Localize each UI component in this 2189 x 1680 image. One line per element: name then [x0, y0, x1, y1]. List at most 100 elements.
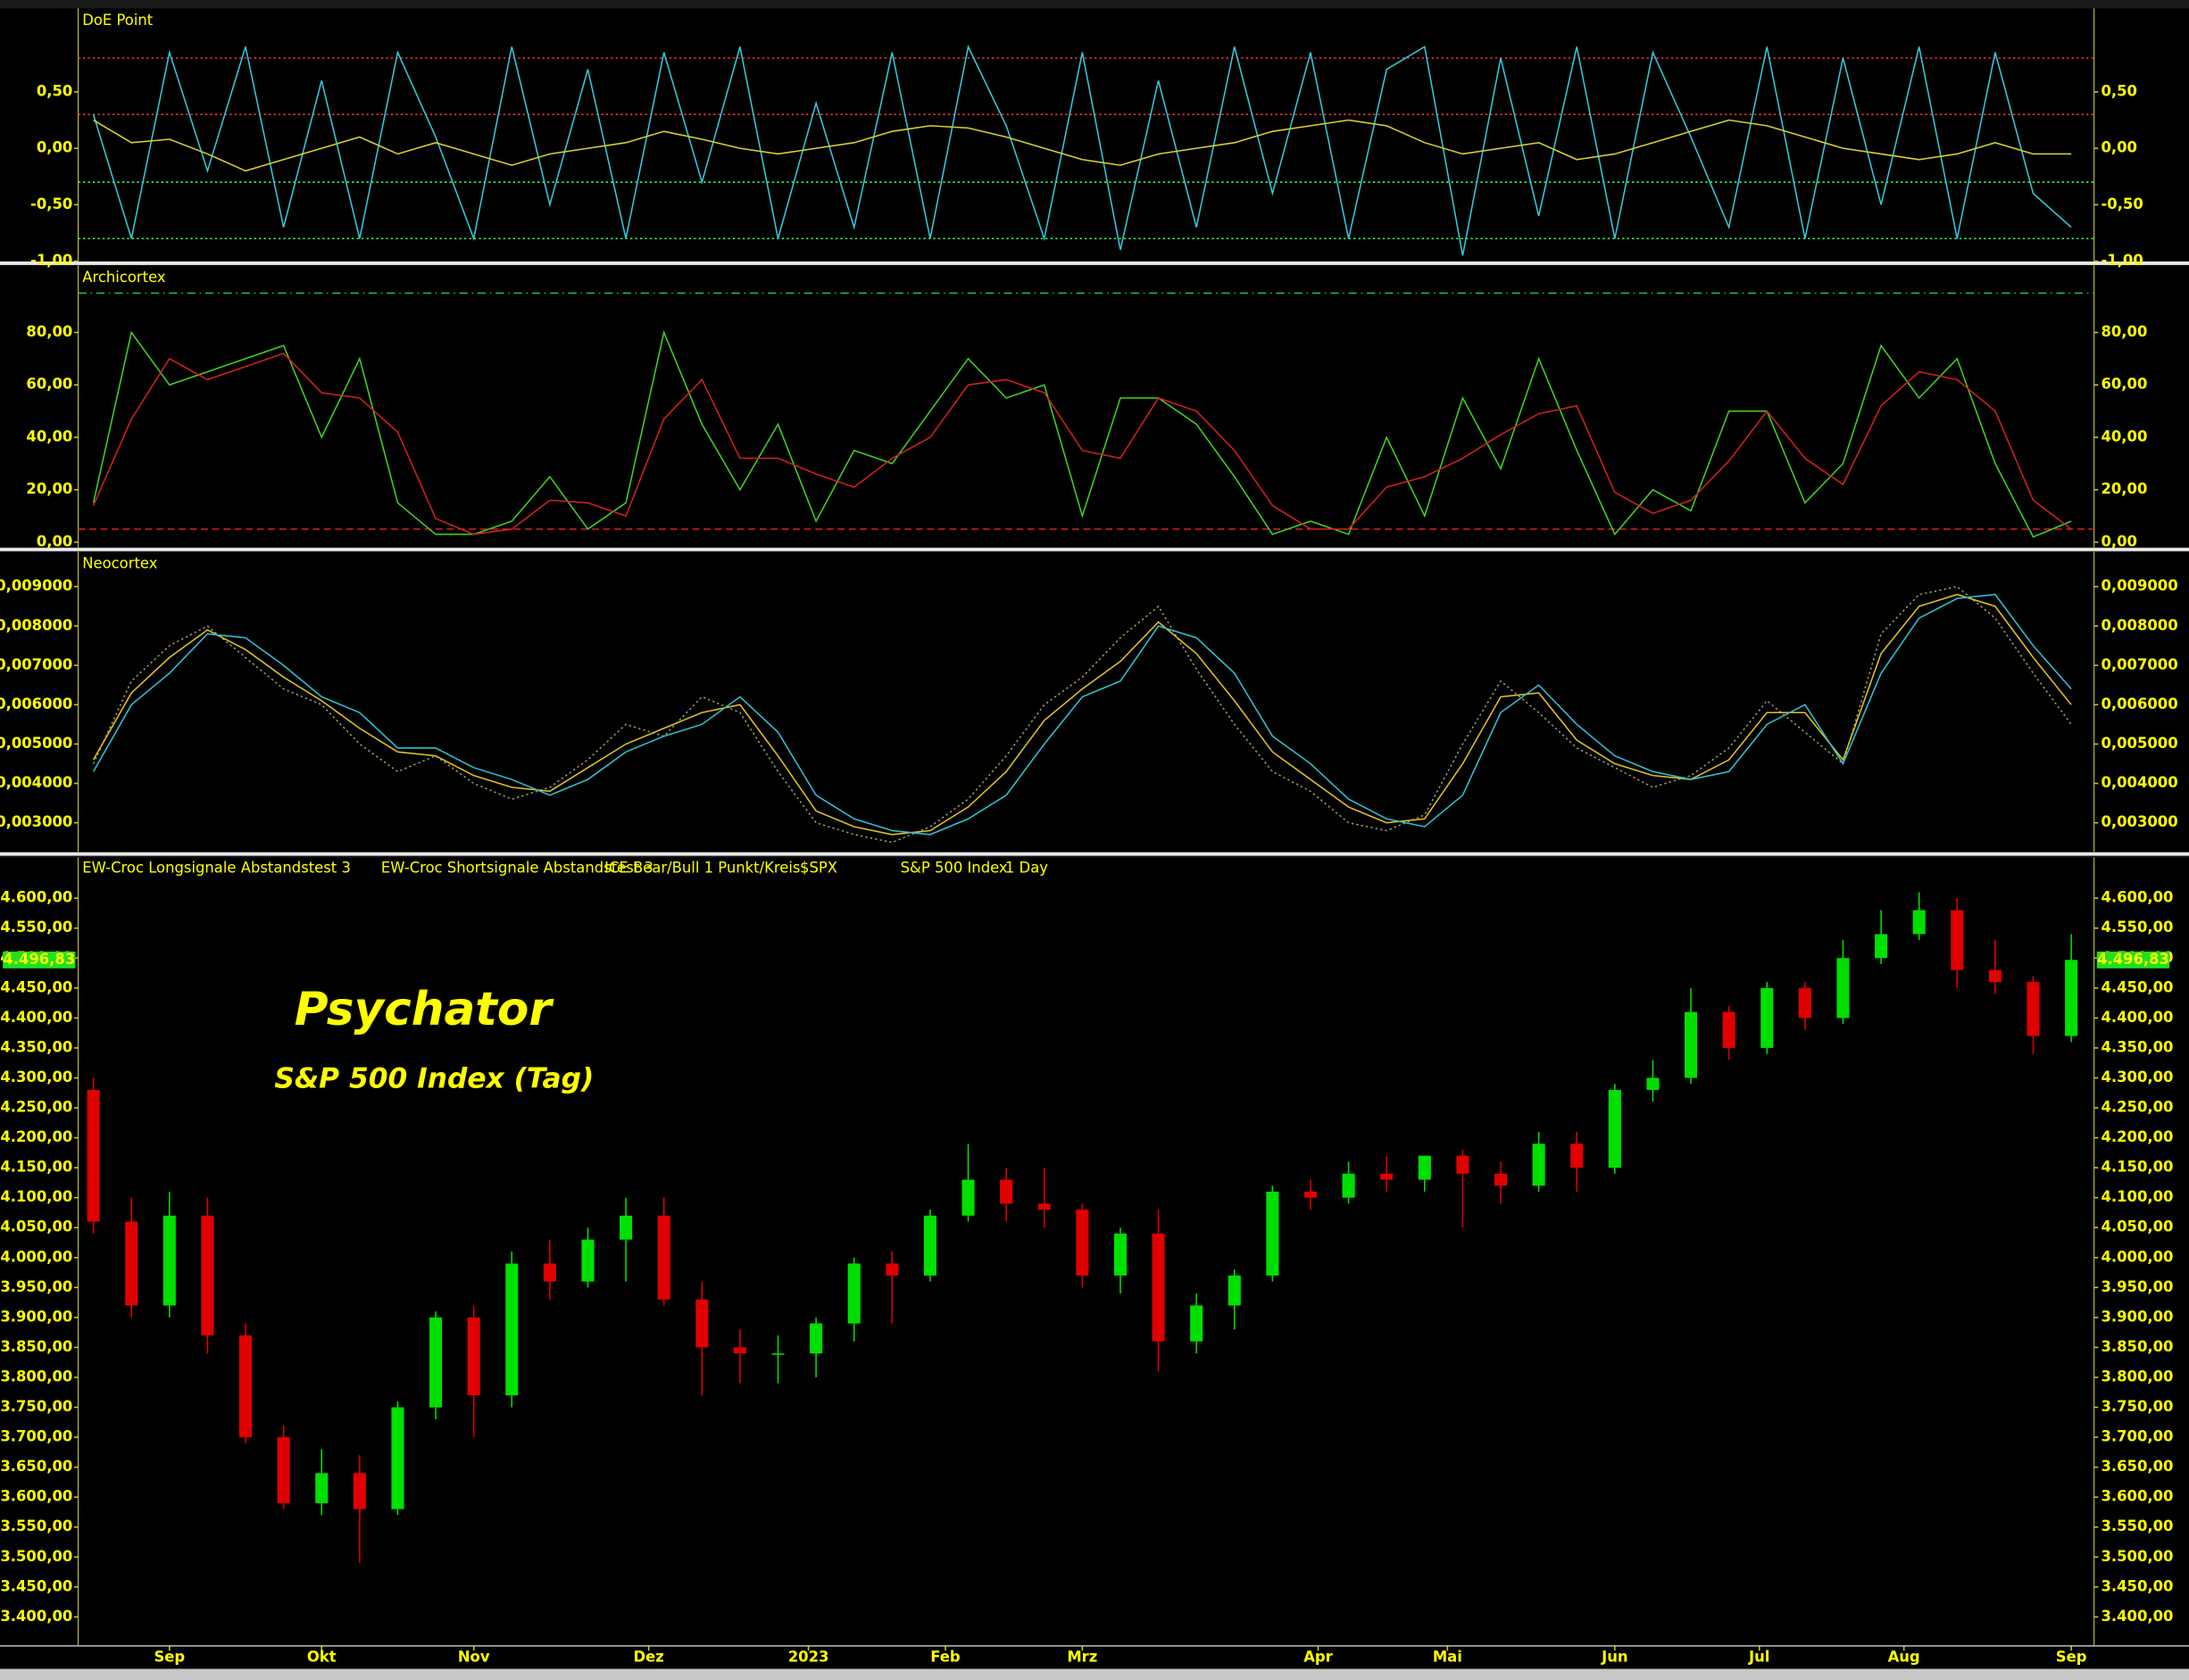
- y-tick-label: 0,008000: [2101, 617, 2177, 634]
- candle-body: [1456, 1155, 1469, 1174]
- y-tick-label: 3.550,00: [2101, 1518, 2173, 1534]
- y-tick-label: 0,007000: [0, 656, 72, 673]
- y-tick-label: 4.450,00: [2101, 978, 2173, 995]
- y-tick-label: 3.500,00: [2101, 1548, 2173, 1565]
- candle-body: [1685, 1011, 1698, 1078]
- x-axis-background: [0, 1646, 2189, 1669]
- candle-body: [1303, 1191, 1318, 1198]
- candle-body: [1988, 969, 2002, 983]
- x-tick-label: Mrz: [1067, 1648, 1097, 1665]
- candle-body: [1722, 1011, 1735, 1048]
- y-tick-label: 3.850,00: [2101, 1338, 2173, 1355]
- candle-body: [771, 1353, 785, 1355]
- x-tick-label: Sep: [2056, 1648, 2087, 1665]
- panel-background: [0, 551, 2189, 852]
- y-tick-label: 0,008000: [0, 617, 72, 634]
- candle-body: [162, 1215, 176, 1306]
- y-tick-label: -1,00: [2101, 252, 2143, 269]
- x-tick-label: Apr: [1303, 1648, 1333, 1665]
- y-tick-label: 0,005000: [0, 735, 72, 752]
- y-tick-label: 0,003000: [2101, 813, 2177, 830]
- x-tick-label: Jun: [1601, 1648, 1627, 1665]
- candle-body: [2027, 982, 2040, 1036]
- chart-subtitle: S&P 500 Index (Tag): [274, 1062, 594, 1094]
- series-line: [92, 353, 2072, 536]
- candle-body: [657, 1215, 670, 1300]
- series-line: [92, 44, 2072, 256]
- indicator-legend: EW-Croc Longsignale Abstandstest 3: [82, 860, 351, 877]
- scrollbar[interactable]: [0, 1668, 2189, 1680]
- plot-area: [78, 292, 2094, 538]
- y-tick-label: 4.000,00: [0, 1248, 72, 1265]
- candle-body: [695, 1299, 709, 1348]
- series-line: [92, 594, 2072, 836]
- y-tick-label: 3.700,00: [2101, 1428, 2173, 1445]
- y-tick-label: 0,006000: [2101, 695, 2177, 712]
- y-tick-label: 0,50: [2101, 82, 2136, 99]
- y-tick-label: 3.950,00: [2101, 1278, 2173, 1295]
- y-tick-label: 3.750,00: [2101, 1398, 2173, 1415]
- y-tick-label: 40,00: [2101, 428, 2147, 445]
- y-tick-label: 4.100,00: [0, 1188, 72, 1205]
- panel-background: [0, 265, 2189, 548]
- x-tick-label: Jul: [1748, 1648, 1769, 1665]
- candle-body: [1076, 1210, 1089, 1276]
- candle-body: [391, 1407, 404, 1510]
- y-tick-label: 3.800,00: [2101, 1368, 2173, 1385]
- candle-body: [847, 1263, 861, 1324]
- candle-body: [429, 1317, 443, 1408]
- y-tick-label: 4.000,00: [2101, 1248, 2173, 1265]
- y-tick-label: 0,00: [2101, 533, 2136, 550]
- indicator-legend: ICE Bear/Bull 1 Punkt/Kreis: [604, 860, 800, 877]
- candle-body: [1798, 987, 1811, 1019]
- series-line: [92, 329, 2072, 538]
- y-tick-label: 3.400,00: [2101, 1608, 2173, 1625]
- x-tick-label: Mai: [1433, 1648, 1462, 1665]
- y-tick-label: -0,50: [30, 195, 72, 212]
- y-tick-label: 3.650,00: [0, 1458, 72, 1475]
- candle-body: [1760, 987, 1774, 1048]
- y-tick-label: 4.050,00: [0, 1218, 72, 1235]
- candle-body: [1380, 1173, 1394, 1180]
- candle-body: [1037, 1203, 1051, 1210]
- last-price-label: 4.496,83: [2097, 951, 2169, 968]
- y-tick-label: 3.900,00: [0, 1308, 72, 1325]
- y-tick-label: 60,00: [26, 376, 72, 393]
- y-tick-label: 4.450,00: [0, 978, 72, 995]
- candle-body: [1836, 958, 1850, 1019]
- panel-title: Neocortex: [82, 555, 157, 572]
- y-tick-label: 0,00: [37, 139, 72, 156]
- series-line: [92, 594, 2072, 836]
- y-tick-label: 4.350,00: [2101, 1038, 2173, 1055]
- x-tick-label: Okt: [307, 1648, 337, 1665]
- y-tick-label: 4.550,00: [0, 919, 72, 936]
- y-tick-label: 3.850,00: [0, 1338, 72, 1355]
- y-tick-label: 0,006000: [0, 695, 72, 712]
- y-tick-label: 4.600,00: [0, 889, 72, 906]
- candle-body: [1912, 910, 1926, 935]
- candle-body: [1228, 1275, 1241, 1306]
- candle-body: [1875, 934, 1888, 959]
- y-tick-label: -1,00: [30, 252, 72, 269]
- candle-body: [1113, 1233, 1127, 1276]
- candle-body: [87, 1089, 100, 1222]
- y-tick-label: 4.150,00: [0, 1159, 72, 1176]
- x-tick-label: Sep: [154, 1648, 185, 1665]
- candle-body: [315, 1473, 329, 1503]
- candle-body: [961, 1179, 975, 1216]
- y-tick-label: 20,00: [26, 480, 72, 497]
- y-tick-label: 3.800,00: [0, 1368, 72, 1385]
- y-tick-label: 4.550,00: [2101, 919, 2173, 936]
- candle-body: [201, 1215, 214, 1335]
- y-tick-label: 3.600,00: [2101, 1488, 2173, 1505]
- y-tick-label: 0,009000: [0, 578, 72, 595]
- y-tick-label: 0,004000: [2101, 774, 2177, 791]
- y-tick-label: 3.400,00: [0, 1608, 72, 1625]
- candle-body: [1646, 1077, 1660, 1090]
- y-tick-label: 4.150,00: [2101, 1159, 2173, 1176]
- series-line: [92, 586, 2072, 844]
- panel-background: [0, 8, 2189, 262]
- candle-body: [277, 1437, 290, 1503]
- interval-label: 1 Day: [1005, 860, 1048, 877]
